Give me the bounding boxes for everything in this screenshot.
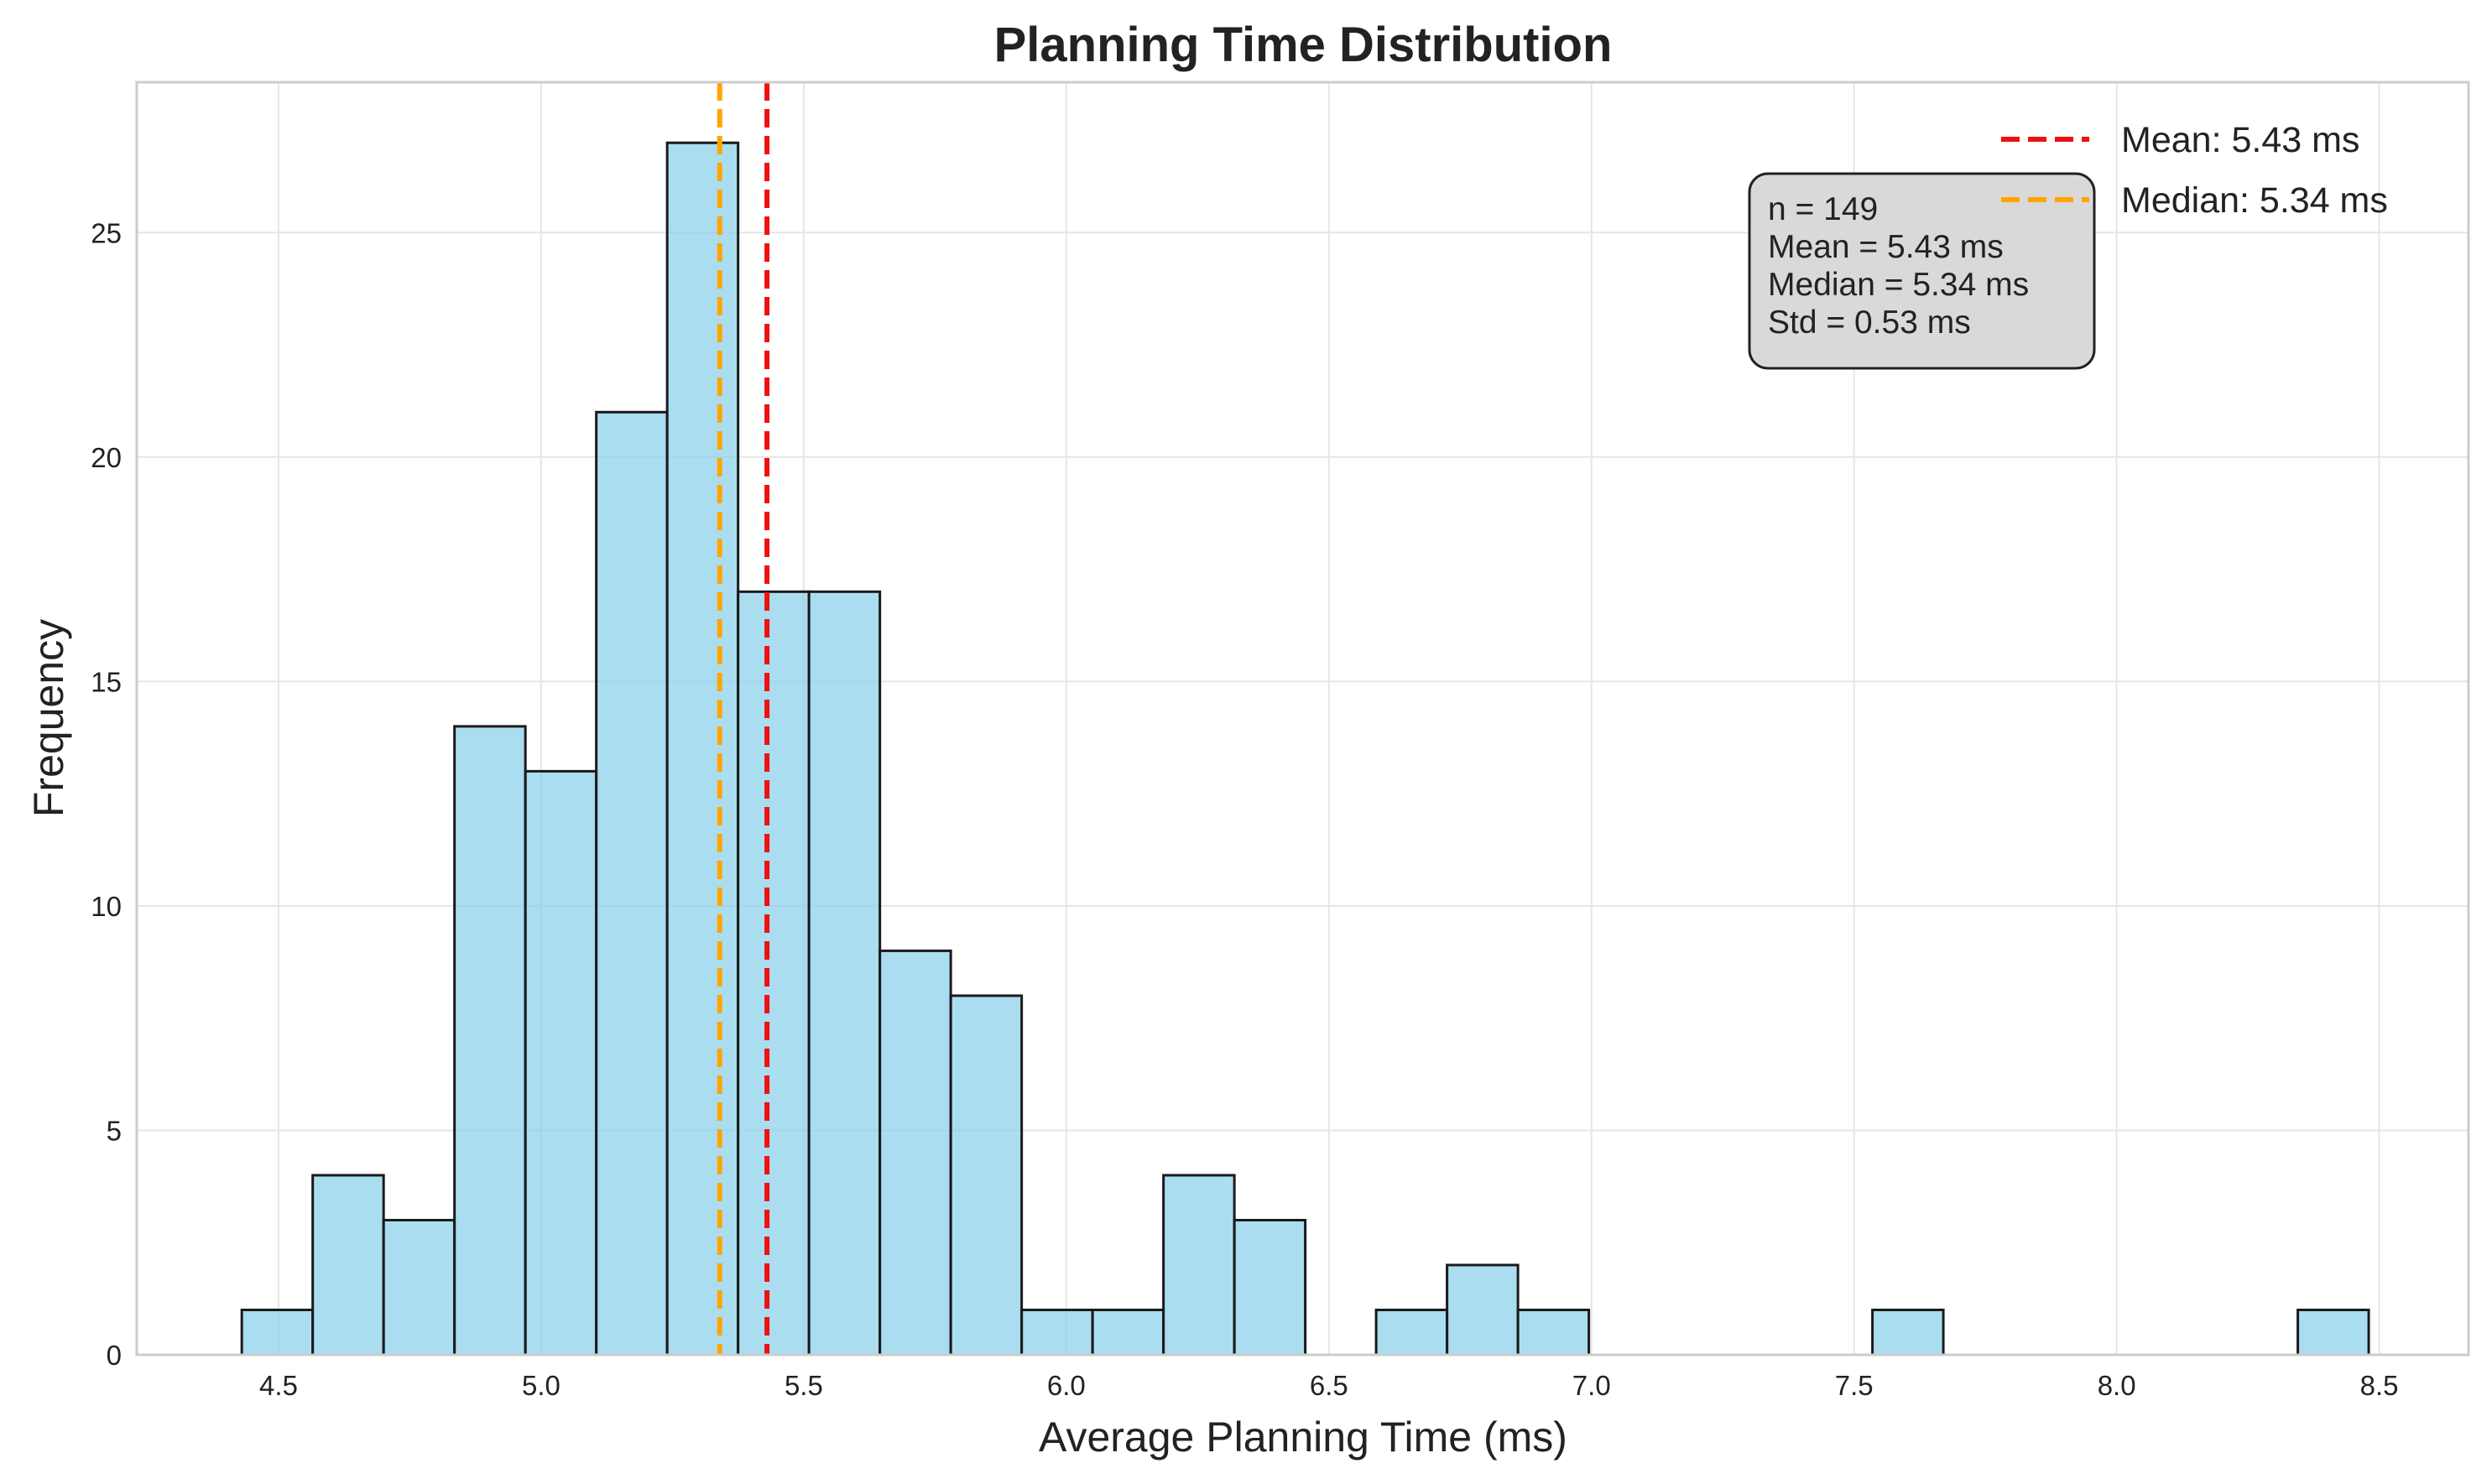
histogram-bar: [1020, 1308, 1094, 1356]
x-axis-ticks: 4.5 5.0 5.5 6.0 6.5 7.0 7.5 8.0 8.5: [259, 1370, 2398, 1401]
stats-line: Std = 0.53 ms: [1768, 305, 1971, 341]
y-axis-ticks: 0 5 10 15 20 25: [91, 217, 122, 1371]
histogram-bar: [1871, 1308, 1945, 1356]
histogram-bar: [524, 769, 598, 1356]
y-tick-label: 5: [107, 1115, 122, 1146]
stats-line: n = 149: [1768, 191, 1878, 227]
histogram-bar: [1516, 1308, 1591, 1356]
x-tick-label: 6.0: [1047, 1370, 1086, 1401]
y-tick-label: 25: [91, 217, 122, 248]
x-tick-label: 6.5: [1310, 1370, 1348, 1401]
y-tick-label: 15: [91, 666, 122, 697]
histogram-bar: [1374, 1308, 1449, 1356]
histogram-bar: [949, 994, 1024, 1356]
stats-box-background: [1748, 172, 2096, 370]
histogram-bar: [1233, 1218, 1307, 1356]
x-axis-label: Average Planning Time (ms): [1039, 1414, 1567, 1461]
stats-line: Mean = 5.43 ms: [1768, 229, 2004, 265]
histogram-bar: [665, 141, 740, 1356]
histogram-bar: [2296, 1308, 2370, 1356]
histogram-bars: [240, 141, 2370, 1356]
legend-label: Median: 5.34 ms: [2121, 180, 2388, 221]
histogram-bar: [1091, 1308, 1165, 1356]
legend: Mean: 5.43 ms Median: 5.34 ms: [2001, 120, 2388, 221]
plot-frame: [135, 81, 2470, 1356]
legend-label: Mean: 5.43 ms: [2121, 120, 2359, 160]
histogram-bar: [453, 725, 527, 1356]
histogram-bar: [595, 410, 669, 1356]
x-tick-label: 5.5: [785, 1370, 823, 1401]
reference-lines: [717, 82, 770, 1355]
x-tick-label: 7.0: [1572, 1370, 1611, 1401]
y-tick-label: 10: [91, 891, 122, 922]
histogram-bar: [737, 590, 811, 1356]
chart-title: Planning Time Distribution: [994, 18, 1613, 72]
y-axis-label: Frequency: [25, 619, 72, 817]
histogram-bar: [878, 949, 952, 1356]
x-tick-label: 7.5: [1835, 1370, 1874, 1401]
x-tick-label: 8.0: [2098, 1370, 2136, 1401]
x-tick-label: 5.0: [522, 1370, 560, 1401]
histogram-bar: [240, 1308, 315, 1356]
y-tick-label: 0: [107, 1340, 122, 1371]
histogram-bar: [382, 1218, 456, 1356]
y-tick-label: 20: [91, 442, 122, 473]
histogram-bar: [1162, 1174, 1236, 1356]
x-tick-label: 8.5: [2360, 1370, 2399, 1401]
x-tick-label: 4.5: [259, 1370, 298, 1401]
stats-line: Median = 5.34 ms: [1768, 267, 2029, 303]
histogram-bar: [1446, 1263, 1520, 1356]
histogram-bar: [311, 1174, 385, 1356]
histogram-bar: [807, 590, 882, 1356]
